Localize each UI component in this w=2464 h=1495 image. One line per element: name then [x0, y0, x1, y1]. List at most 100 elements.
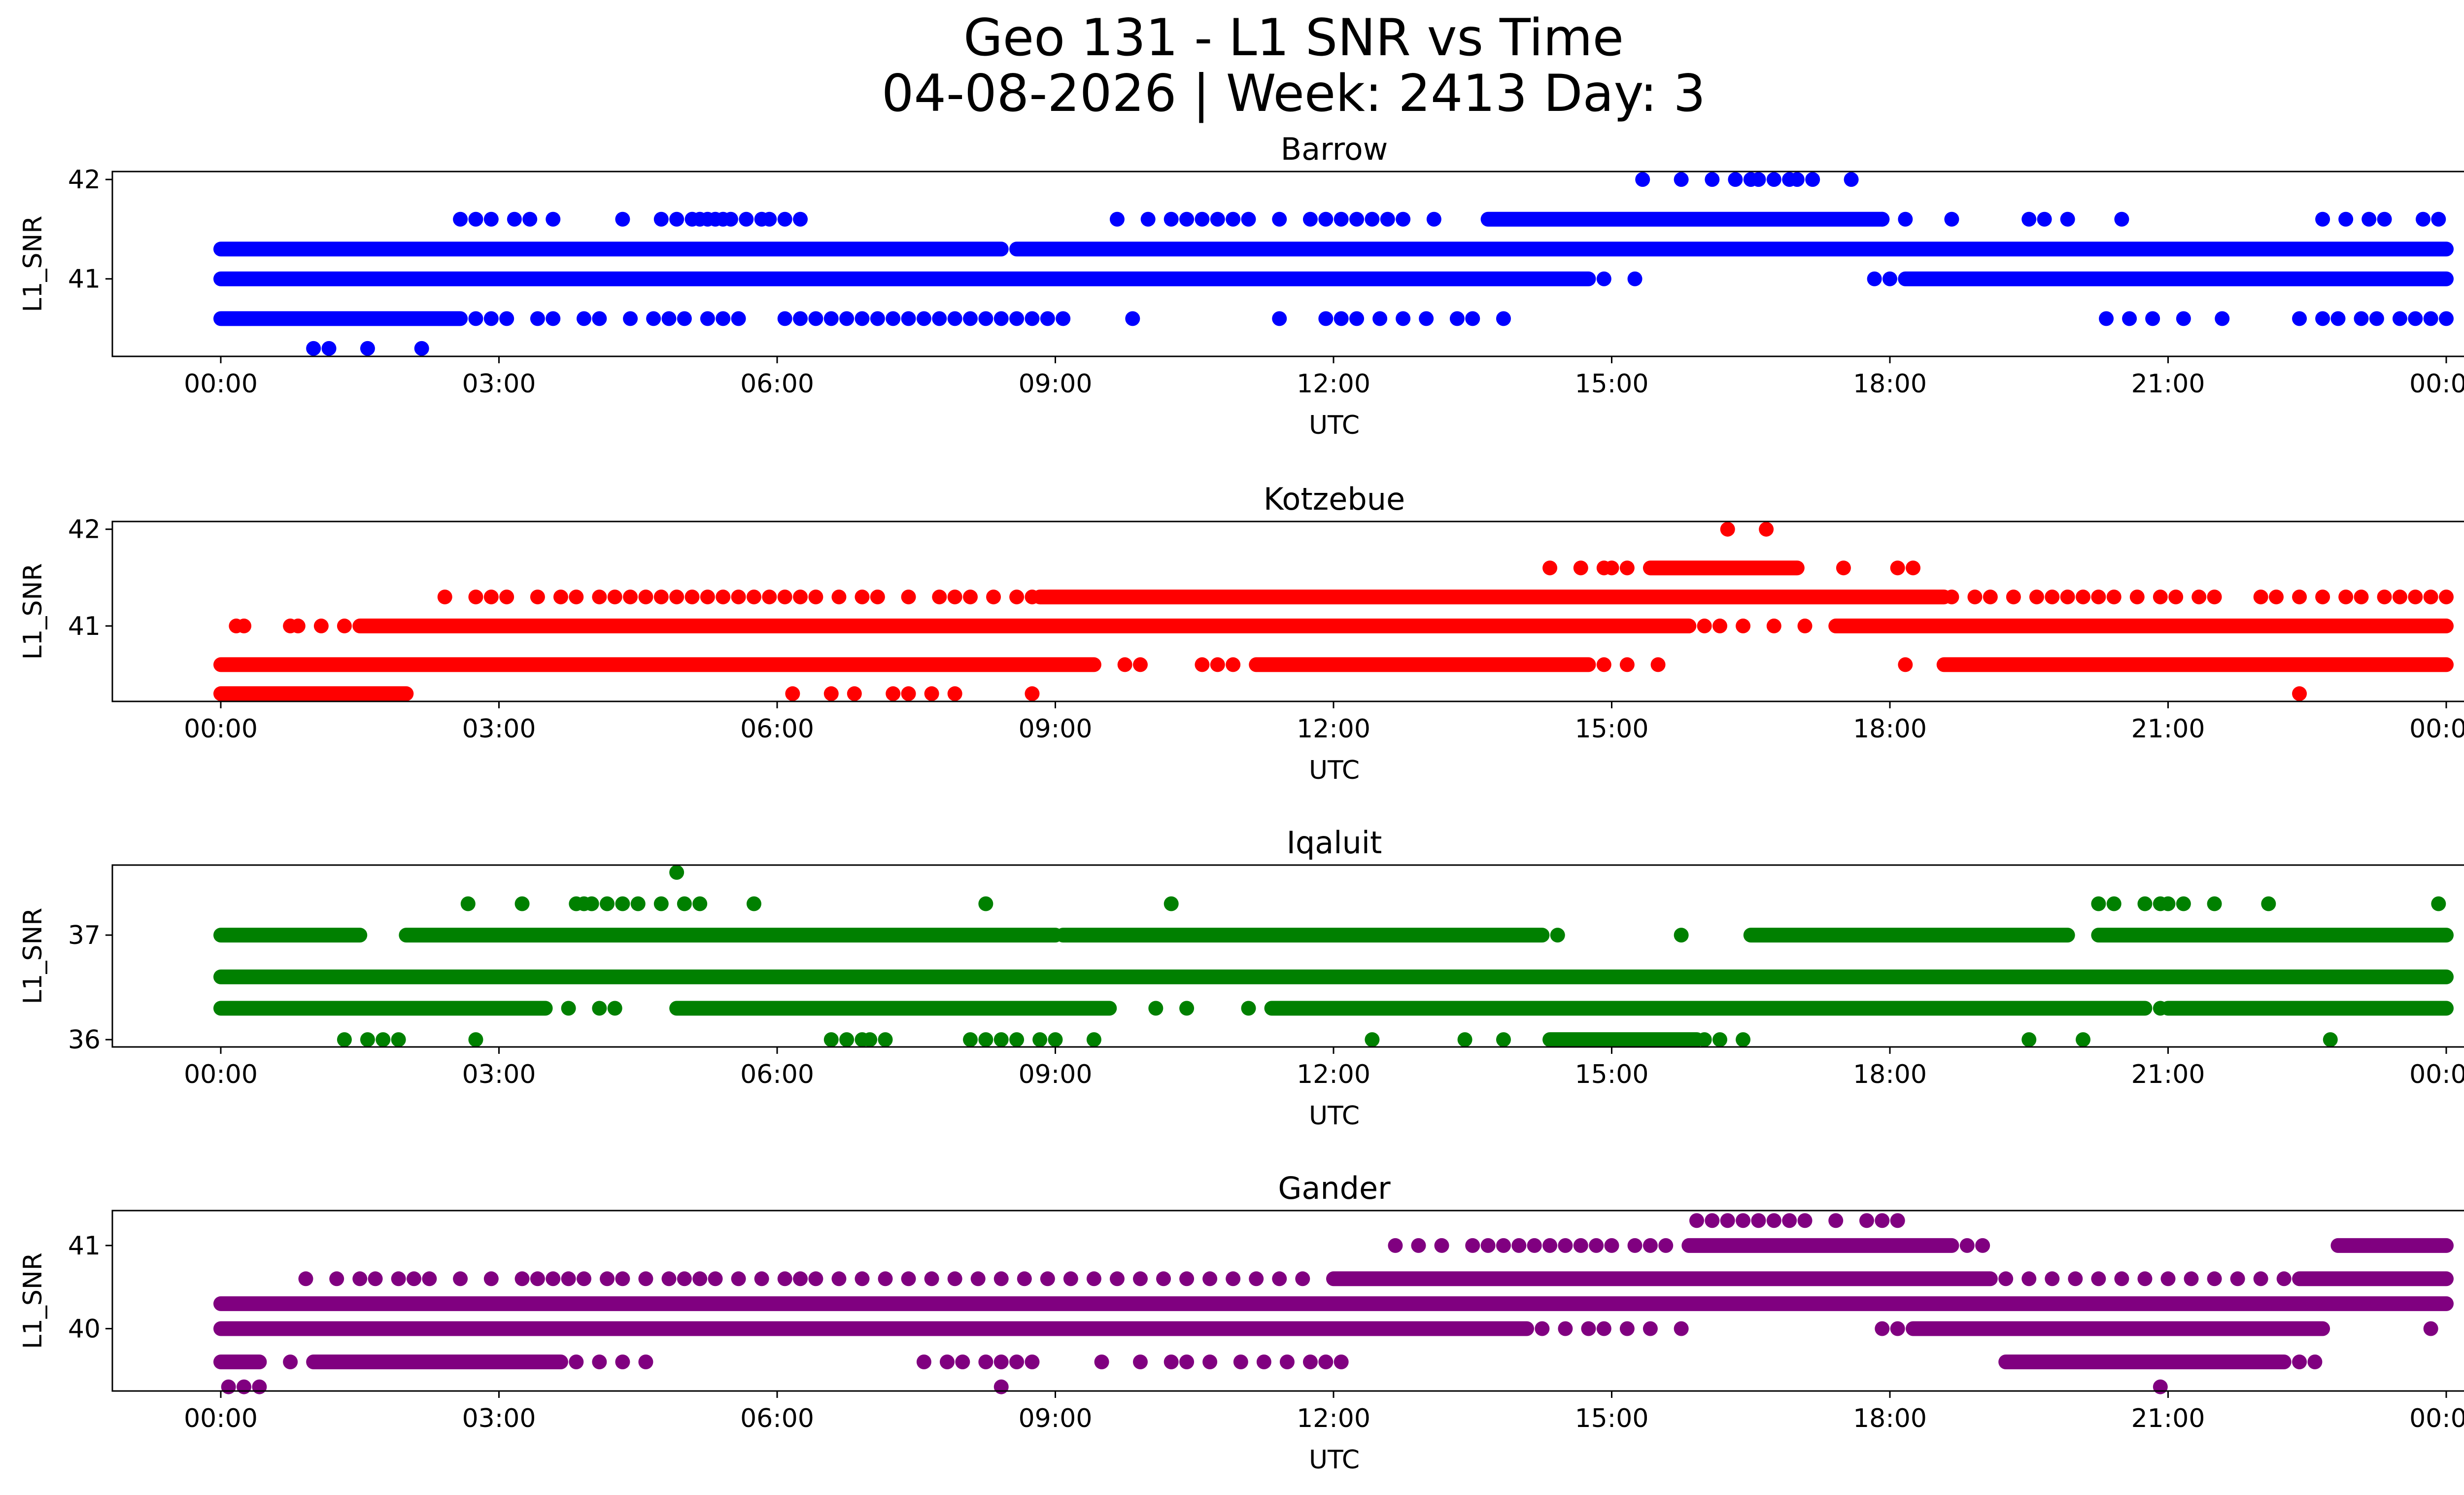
panel-title: Gander [1278, 1170, 1391, 1206]
panel-gander: Gander UTC L1_SNR 00:00 03:00 06:00 09:00 12… [18, 1170, 2464, 1475]
y-axis-label: L1_SNR [18, 215, 48, 312]
data-point [2292, 686, 2307, 701]
data-point [808, 590, 823, 605]
data-point [1705, 1213, 1720, 1228]
data-point [630, 896, 646, 911]
x-tick-label: 03:00 [462, 369, 536, 399]
plot-frame [111, 864, 2464, 1048]
data-point [839, 1032, 855, 1047]
data-point [1875, 211, 1890, 227]
data-point [886, 311, 901, 326]
data-point [831, 590, 847, 605]
data-point [1302, 1354, 1318, 1369]
data-point [2361, 211, 2377, 227]
data-point [993, 1379, 1009, 1394]
x-axis-label: UTC [1309, 411, 1360, 440]
data-points [213, 522, 2454, 701]
data-point [2137, 896, 2153, 911]
data-point [2106, 590, 2122, 605]
x-tick-label: 12:00 [1297, 1060, 1370, 1089]
data-point [1372, 311, 1388, 326]
data-point [1156, 1271, 1171, 1286]
data-point [1241, 211, 1256, 227]
data-point [963, 1032, 978, 1047]
data-point [615, 1271, 630, 1286]
data-point [468, 311, 483, 326]
data-point [1650, 657, 1666, 672]
data-point [855, 1271, 870, 1286]
data-point [1736, 1032, 1751, 1047]
data-point [553, 590, 568, 605]
data-point [2122, 311, 2137, 326]
data-point [700, 590, 715, 605]
x-tick-label: 06:00 [740, 1404, 814, 1433]
y-tick-label: 41 [68, 612, 101, 641]
data-point [407, 1271, 422, 1286]
data-point [2377, 590, 2392, 605]
panel-kotzebue: Kotzebue UTC L1_SNR 00:00 03:00 06:00 09:00… [18, 481, 2464, 785]
data-point [2076, 1032, 2091, 1047]
data-point [1720, 1213, 1735, 1228]
data-point [2338, 590, 2354, 605]
data-point [932, 590, 947, 605]
data-point [978, 1032, 993, 1047]
data-point [2091, 1271, 2106, 1286]
data-point [1589, 1238, 1604, 1253]
data-point [1434, 1238, 1449, 1253]
data-point [947, 1271, 962, 1286]
data-point [1040, 1271, 1055, 1286]
x-axis-label: UTC [1309, 1101, 1360, 1131]
data-point [1164, 211, 1179, 227]
x-tick-label: 15:00 [1575, 1060, 1649, 1089]
data-point [847, 686, 862, 701]
data-point [2423, 590, 2438, 605]
panel-title: Iqaluit [1287, 825, 1382, 861]
data-point [2315, 311, 2330, 326]
x-tick-label: 18:00 [1853, 714, 1927, 744]
data-point [638, 590, 653, 605]
data-point [1635, 172, 1650, 187]
data-point [793, 311, 808, 326]
data-point [716, 590, 731, 605]
data-point [483, 590, 499, 605]
data-point [1380, 211, 1395, 227]
data-point [1164, 896, 1179, 911]
data-point [615, 896, 630, 911]
data-point [1226, 211, 1241, 227]
data-point [855, 590, 870, 605]
data-point [762, 211, 777, 227]
data-point [1766, 172, 1781, 187]
data-point [777, 211, 792, 227]
data-point [453, 211, 468, 227]
data-point [2261, 896, 2276, 911]
data-point [368, 1271, 383, 1286]
x-tick-label: 21:00 [2131, 1404, 2205, 1433]
x-tick-label: 06:00 [740, 369, 814, 399]
data-point [1202, 1271, 1218, 1286]
data-point [916, 1354, 931, 1369]
data-point [1210, 211, 1225, 227]
data-point [252, 1379, 267, 1394]
data-point [1426, 211, 1441, 227]
data-point [1643, 1238, 1658, 1253]
data-point [808, 311, 823, 326]
data-point [1890, 1213, 1905, 1228]
data-point [2292, 590, 2307, 605]
data-point [1318, 311, 1334, 326]
data-point [1643, 1321, 1658, 1336]
data-point [993, 1271, 1009, 1286]
x-tick-label: 21:00 [2131, 1060, 2205, 1089]
data-point [1272, 1271, 1287, 1286]
tick-layer: 00:00 03:00 06:00 09:00 12:00 15:00 18:00 21:00… [68, 515, 2464, 744]
data-point [592, 590, 607, 605]
data-point [530, 590, 545, 605]
data-point [2408, 311, 2423, 326]
data-point [955, 1354, 970, 1369]
data-point [1944, 211, 1959, 227]
data-point [530, 1271, 545, 1286]
x-tick-label: 09:00 [1019, 369, 1093, 399]
data-point [2354, 590, 2369, 605]
data-point [1882, 271, 1897, 286]
data-point [855, 311, 870, 326]
data-point [592, 1001, 607, 1016]
